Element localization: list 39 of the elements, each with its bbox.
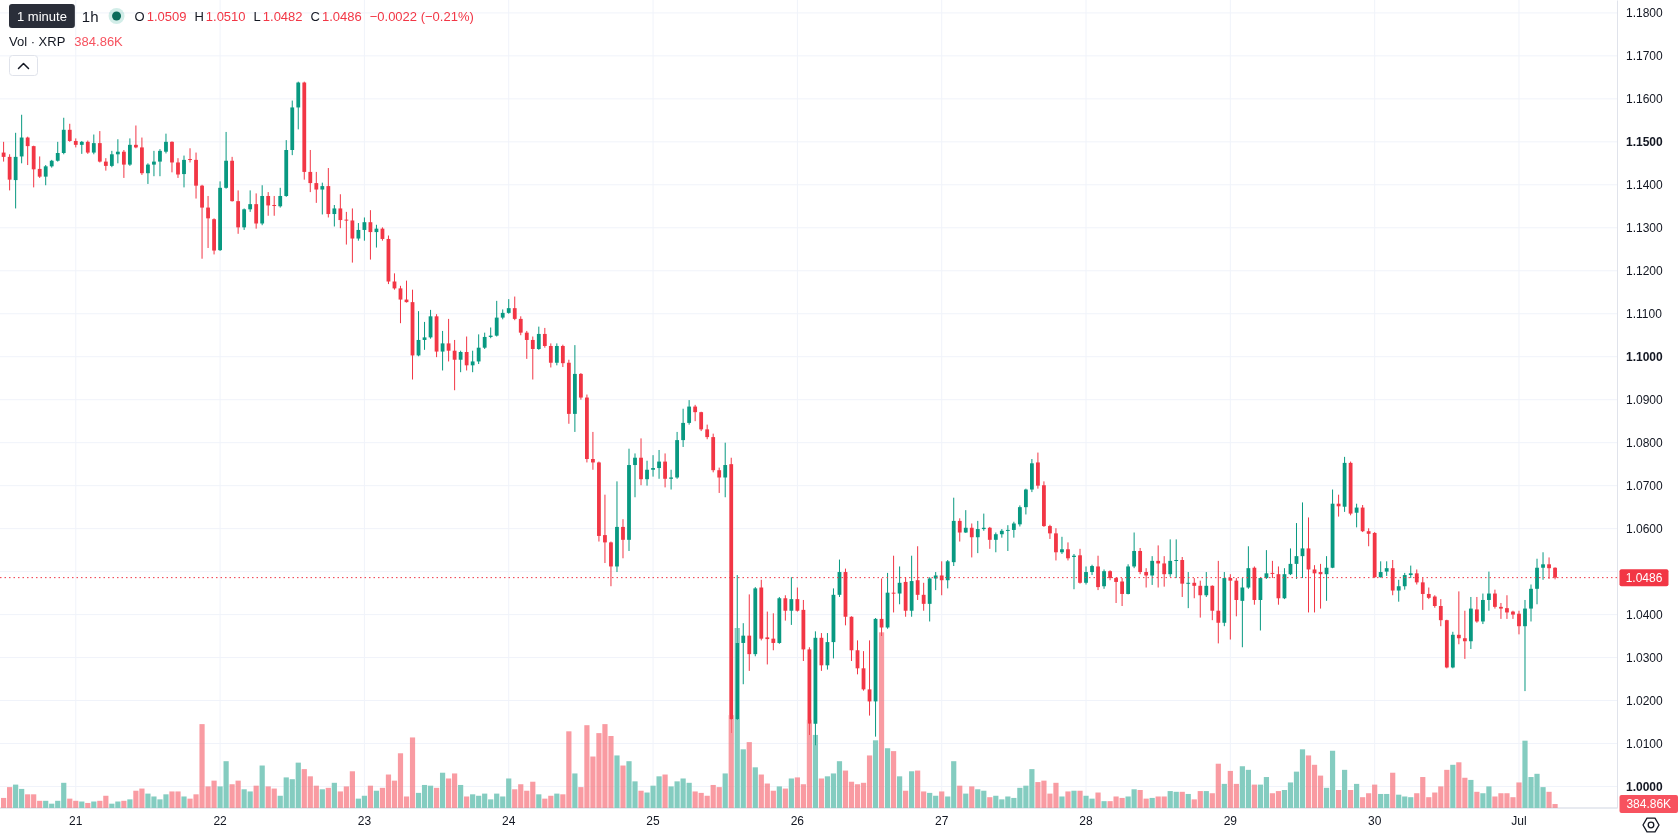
- y-tick-label: 1.0900: [1626, 393, 1664, 408]
- x-tick-label: Jul: [1511, 814, 1527, 828]
- x-tick-label: 29: [1223, 814, 1238, 828]
- x-tick-label: 27: [935, 814, 949, 828]
- text: 1h: [81, 7, 99, 25]
- annotation: O1.0509: [134, 8, 187, 24]
- y-tick-label: 1.0200: [1626, 693, 1664, 708]
- x-tick-label: 24: [502, 814, 516, 828]
- x-tick-label: 25: [646, 814, 661, 828]
- y-tick-label: 1.0300: [1626, 650, 1664, 665]
- y-tick-label: 1.1600: [1626, 92, 1664, 107]
- y-tick-label: 1.0100: [1626, 736, 1664, 751]
- y-tick-label: 1.0800: [1626, 436, 1664, 451]
- annotation: L1.0482: [253, 8, 303, 24]
- x-tick-label: 30: [1367, 814, 1382, 828]
- y-tick-label: 1.1000: [1626, 350, 1664, 365]
- x-tick-label: 22: [213, 814, 228, 828]
- x-tick-label: 28: [1079, 814, 1094, 828]
- y-tick-label: 1.1300: [1626, 221, 1664, 236]
- x-tick-label: 26: [790, 814, 805, 828]
- y-tick-label: 1.1400: [1626, 178, 1664, 193]
- annotation: 1 minute: [17, 8, 67, 24]
- y-tick-label: 1.1200: [1626, 264, 1664, 279]
- annotation: H1.0510: [194, 8, 246, 24]
- annotation: 384.86K: [74, 33, 124, 49]
- y-tick-label: 1.0700: [1626, 479, 1664, 493]
- ref-line-label: 1.0486: [1625, 570, 1663, 585]
- annotation: −0.0022 (−0.21%): [369, 8, 474, 24]
- text: 384.86K: [1626, 797, 1672, 812]
- y-tick-label: 1.1700: [1626, 49, 1664, 64]
- y-tick-label: 1.0400: [1626, 607, 1664, 622]
- x-tick-label: 21: [69, 814, 83, 828]
- y-tick-label: 1.0600: [1626, 521, 1664, 536]
- x-tick-label: 23: [357, 814, 372, 828]
- y-tick-label: 1.0000: [1626, 779, 1664, 794]
- chart-title: Vol · XRP: [9, 33, 66, 49]
- y-tick-label: 1.1500: [1626, 135, 1664, 150]
- y-tick-label: 1.1100: [1626, 307, 1663, 322]
- y-tick-label: 1.1800: [1626, 6, 1664, 21]
